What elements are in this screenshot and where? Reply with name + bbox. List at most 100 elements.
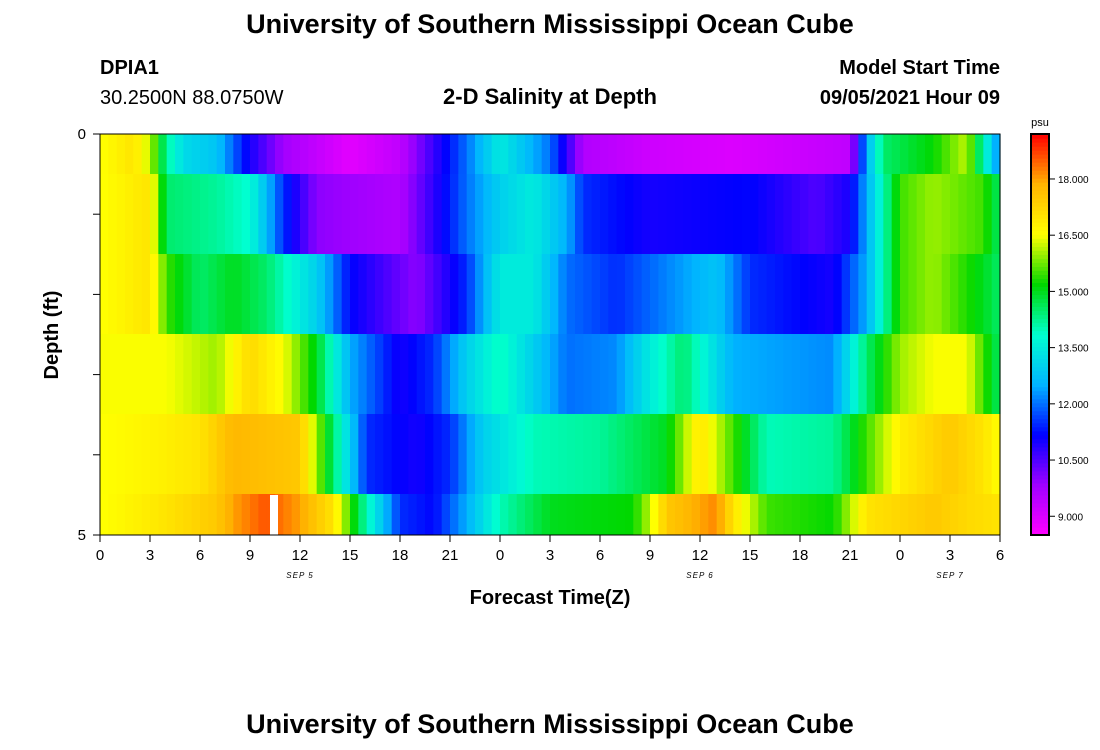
model-start-value: 09/05/2021 Hour 09: [819, 87, 1000, 109]
heat-cell: [575, 334, 584, 414]
heat-cell: [633, 254, 643, 334]
heat-cell: [950, 134, 959, 174]
heat-cell: [275, 334, 284, 414]
heat-cell: [233, 134, 243, 174]
heat-cell: [500, 414, 509, 494]
heat-cell: [991, 414, 1001, 494]
heat-cell: [216, 174, 226, 254]
heat-cell: [541, 174, 551, 254]
heat-cell: [183, 174, 193, 254]
colorbar-segment: [1031, 522, 1049, 528]
heat-cell: [900, 254, 909, 334]
heat-cell: [175, 414, 184, 494]
colorbar-segment: [1031, 498, 1049, 504]
heat-cell: [391, 414, 401, 494]
heat-cell: [158, 134, 168, 174]
heat-cell: [750, 174, 759, 254]
heat-cell: [333, 494, 343, 535]
heat-cell: [775, 134, 784, 174]
heat-cell: [483, 254, 493, 334]
heat-cell: [825, 414, 834, 494]
colorbar-segment: [1031, 514, 1049, 520]
heat-cell: [633, 134, 643, 174]
colorbar-segment: [1031, 470, 1049, 476]
heat-cell: [600, 134, 609, 174]
heat-cell: [858, 174, 868, 254]
heat-cell: [741, 334, 751, 414]
heat-cell: [966, 334, 976, 414]
heat-cell: [400, 254, 409, 334]
heat-cell: [533, 174, 543, 254]
heat-cell: [650, 414, 659, 494]
heat-cell: [100, 494, 109, 535]
colorbar-tick-label: 9.000: [1058, 512, 1083, 523]
heat-cell: [458, 174, 468, 254]
heat-cell: [241, 494, 251, 535]
colorbar-segment: [1031, 358, 1049, 364]
heat-cell: [508, 334, 518, 414]
x-tick-label: 12: [292, 547, 309, 564]
heat-cell: [416, 254, 426, 334]
heat-cell: [408, 494, 418, 535]
heat-cell: [716, 414, 726, 494]
heat-cell: [766, 254, 776, 334]
colorbar-segment: [1031, 382, 1049, 388]
heat-cell: [525, 494, 534, 535]
x-tick-label: 12: [692, 547, 709, 564]
heat-cell: [833, 494, 843, 535]
heat-cell: [225, 414, 234, 494]
x-tick-label: 21: [442, 547, 459, 564]
heat-cell: [266, 254, 276, 334]
heat-cell: [191, 494, 201, 535]
heat-cell: [558, 254, 568, 334]
colorbar-segment: [1031, 518, 1049, 524]
colorbar-segment: [1031, 526, 1049, 532]
heat-cell: [716, 254, 726, 334]
date-label: SEP 5: [286, 571, 313, 580]
heat-cell: [200, 134, 209, 174]
heat-cell: [958, 414, 968, 494]
heat-cell: [466, 254, 476, 334]
heat-cell: [708, 494, 718, 535]
heat-cell: [458, 254, 468, 334]
heat-cell: [441, 174, 451, 254]
heat-cell: [100, 174, 109, 254]
colorbar-segment: [1031, 494, 1049, 500]
heat-cell: [966, 414, 976, 494]
heat-cell: [675, 134, 684, 174]
colorbar-segment: [1031, 150, 1049, 155]
heat-cell: [975, 134, 984, 174]
heat-cell: [925, 494, 934, 535]
heat-cell: [725, 414, 734, 494]
heat-cell: [200, 174, 209, 254]
colorbar-segment: [1031, 302, 1049, 308]
heat-cell: [408, 414, 418, 494]
heat-cell: [541, 494, 551, 535]
heat-cell: [658, 334, 668, 414]
colorbar-segment: [1031, 462, 1049, 468]
heat-cell: [291, 134, 301, 174]
heat-cell: [725, 494, 734, 535]
heat-cell: [758, 174, 768, 254]
heat-cell: [133, 334, 143, 414]
colorbar-segment: [1031, 146, 1049, 151]
heat-cell: [491, 174, 501, 254]
heat-cell: [850, 494, 859, 535]
heat-cell: [991, 174, 1001, 254]
heat-cell: [258, 334, 268, 414]
heat-cell: [308, 494, 318, 535]
heat-cell: [508, 414, 518, 494]
heat-cell: [466, 414, 476, 494]
heat-cell: [858, 414, 868, 494]
heat-cell: [225, 334, 234, 414]
heat-cell: [483, 134, 493, 174]
heat-cell: [525, 334, 534, 414]
heat-cell: [591, 334, 601, 414]
heat-cell: [250, 494, 259, 535]
heat-cell: [916, 134, 926, 174]
heat-cell: [300, 334, 309, 414]
heat-cell: [950, 334, 959, 414]
heat-cell: [566, 174, 576, 254]
heat-cell: [166, 174, 176, 254]
colorbar-segment: [1031, 446, 1049, 452]
